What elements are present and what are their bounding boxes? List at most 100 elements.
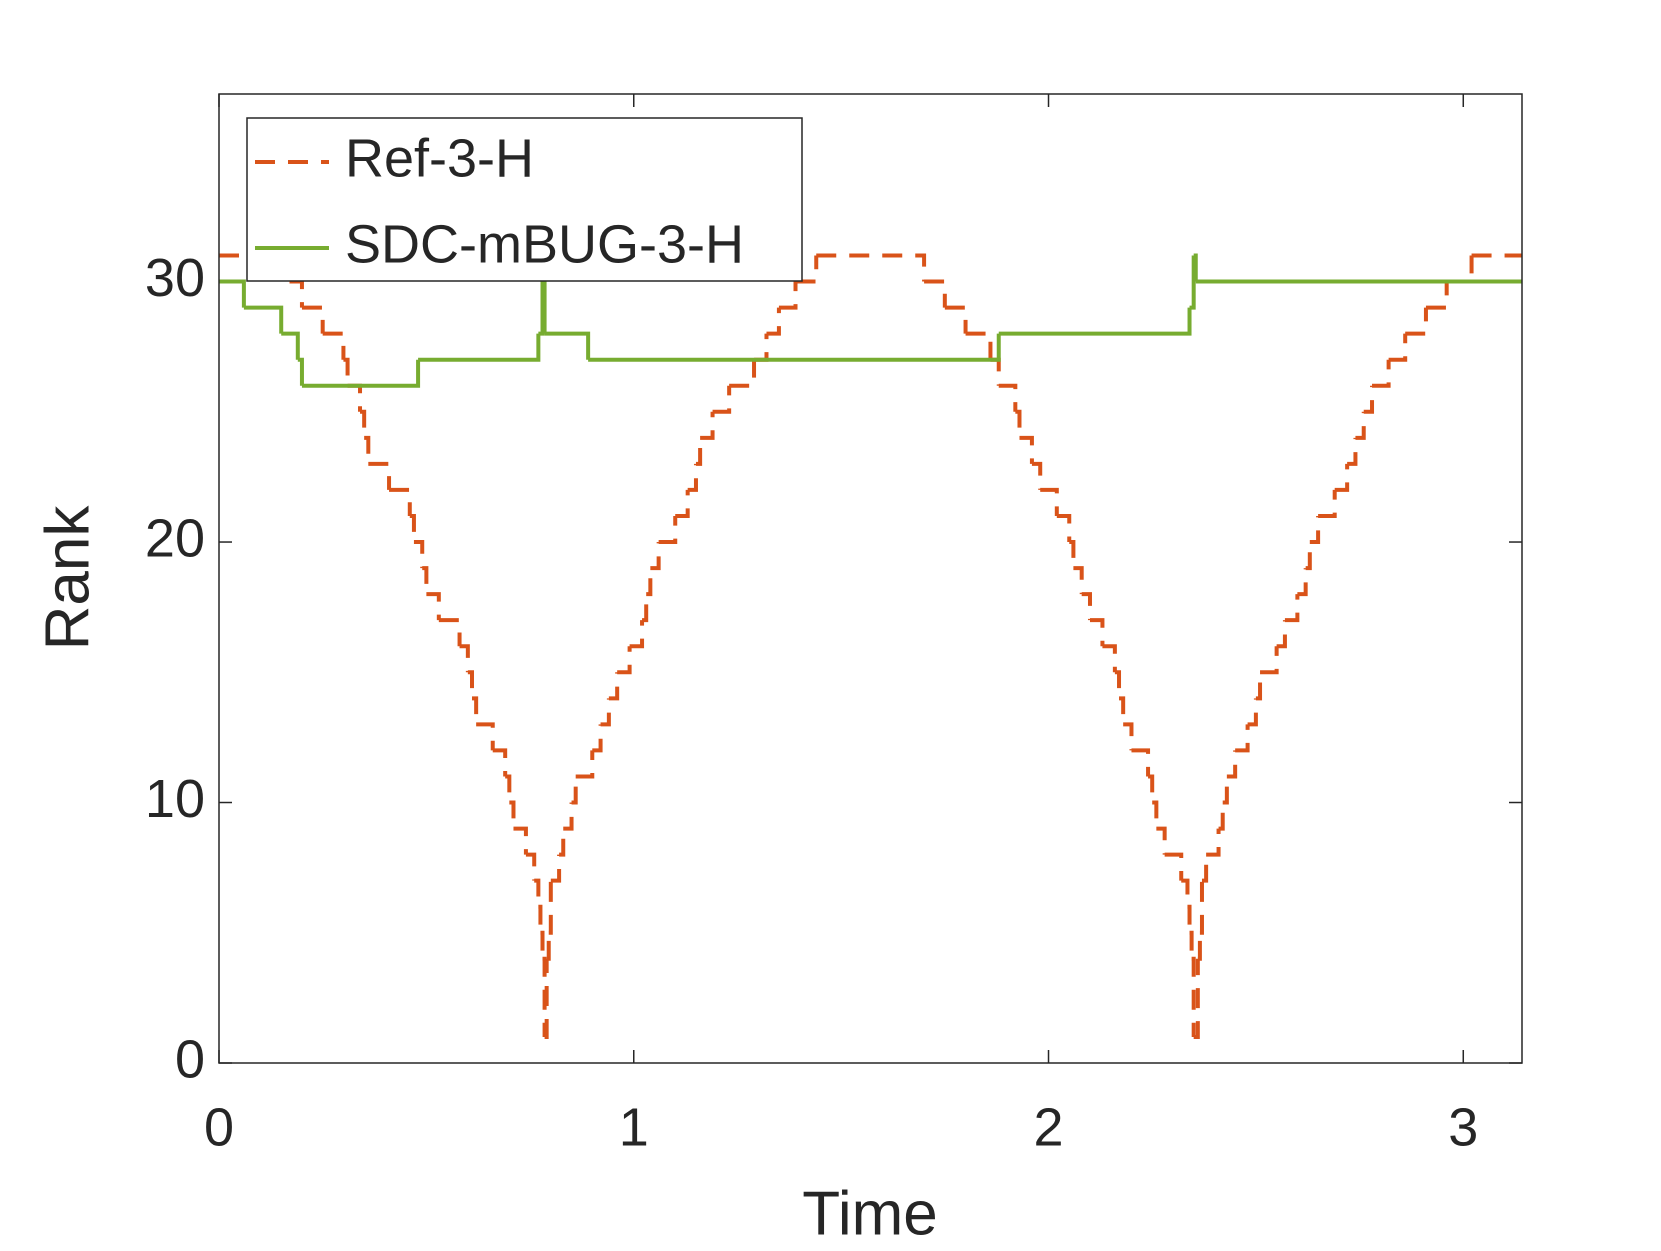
line-step (544, 331, 591, 360)
line-step (219, 279, 246, 308)
line-step (1226, 750, 1238, 779)
y-tick-label: 30 (145, 248, 205, 308)
line-step (608, 672, 620, 701)
line-step (297, 357, 304, 386)
line-step (513, 826, 528, 855)
line-step (924, 279, 947, 308)
line-step (525, 852, 537, 881)
line-step (1073, 566, 1084, 595)
x-tick-label: 2 (1033, 1097, 1063, 1157)
line-step (629, 620, 645, 649)
line-step (1276, 620, 1287, 649)
line-step (1148, 774, 1155, 803)
x-axis-label: Time (802, 1179, 937, 1246)
line-step (1069, 540, 1076, 569)
line-step (675, 489, 690, 518)
line-step (1102, 644, 1117, 673)
line-step (1388, 333, 1408, 362)
legend-label: Ref-3-H (345, 128, 534, 188)
y-tick-label: 10 (145, 769, 205, 829)
line-step (1405, 307, 1428, 336)
line-step (1123, 722, 1134, 751)
line-step (544, 958, 549, 1039)
line-step (1056, 513, 1072, 543)
line-step (592, 724, 603, 753)
line-step (364, 435, 371, 464)
line-step (575, 750, 595, 779)
line-step (695, 437, 703, 466)
line-step (534, 878, 541, 907)
line-step (301, 359, 421, 388)
line-step (492, 748, 508, 777)
line-step (1181, 878, 1190, 907)
line-step (816, 253, 927, 282)
line-step (1189, 930, 1194, 959)
line-step (1255, 672, 1263, 701)
line-step (1152, 800, 1159, 829)
line-step (1334, 463, 1350, 492)
line-step (1193, 958, 1200, 1039)
line-step (343, 357, 350, 386)
series-line (219, 253, 1522, 388)
line-step (301, 305, 325, 334)
line-step (563, 802, 574, 831)
line-step (998, 383, 1018, 412)
line-step (472, 696, 479, 725)
line-step (687, 463, 698, 492)
legend-box (246, 117, 803, 282)
line-step (1318, 489, 1337, 518)
line-step (1199, 880, 1204, 935)
line-step (766, 307, 781, 336)
line-step (1235, 724, 1250, 753)
line-step (1372, 359, 1391, 388)
line-step (712, 385, 732, 414)
line-step (422, 566, 429, 595)
line-step (1081, 592, 1092, 621)
line-step (778, 281, 798, 310)
line-step (322, 331, 346, 360)
line-step (1297, 568, 1308, 597)
line-step (1260, 646, 1279, 675)
line-step (998, 307, 1192, 336)
line-step (413, 540, 425, 569)
line-step (540, 930, 545, 959)
line-step (542, 279, 547, 334)
legend: Ref-3-H SDC-mBUG-3-H (246, 117, 803, 282)
line-step (617, 646, 632, 675)
line-step (1040, 487, 1059, 516)
line-step (1201, 854, 1209, 883)
line-step (1284, 594, 1300, 623)
line-step (409, 513, 416, 543)
line-step (1247, 698, 1258, 727)
y-axis-label: Rank (33, 505, 102, 651)
line-step (1197, 932, 1202, 961)
line-step (646, 568, 653, 597)
line-step (389, 487, 412, 516)
line-step (1363, 385, 1375, 414)
line-step (1191, 956, 1196, 1037)
line-step (418, 333, 541, 362)
x-tick-label: 1 (619, 1097, 649, 1157)
line-step (658, 515, 678, 545)
line-step (650, 542, 661, 571)
line-step (571, 776, 578, 805)
line-step (1309, 515, 1321, 545)
y-tick-label: 20 (145, 508, 205, 568)
y-tick-label: 0 (175, 1029, 205, 1089)
series-line (219, 253, 1522, 1039)
line-step (509, 800, 516, 829)
line-step (1119, 696, 1126, 725)
line-step (1347, 437, 1358, 466)
line-step (642, 594, 649, 623)
legend-label: SDC-mBUG-3-H (345, 214, 744, 274)
line-step (1355, 411, 1366, 440)
line-step (588, 333, 1001, 362)
line-step (546, 932, 551, 961)
line-step (538, 281, 545, 336)
line-step (438, 618, 462, 647)
line-step (944, 305, 968, 334)
plot-frame (218, 93, 1523, 1064)
line-step (1222, 776, 1229, 805)
line-step (1218, 802, 1225, 831)
